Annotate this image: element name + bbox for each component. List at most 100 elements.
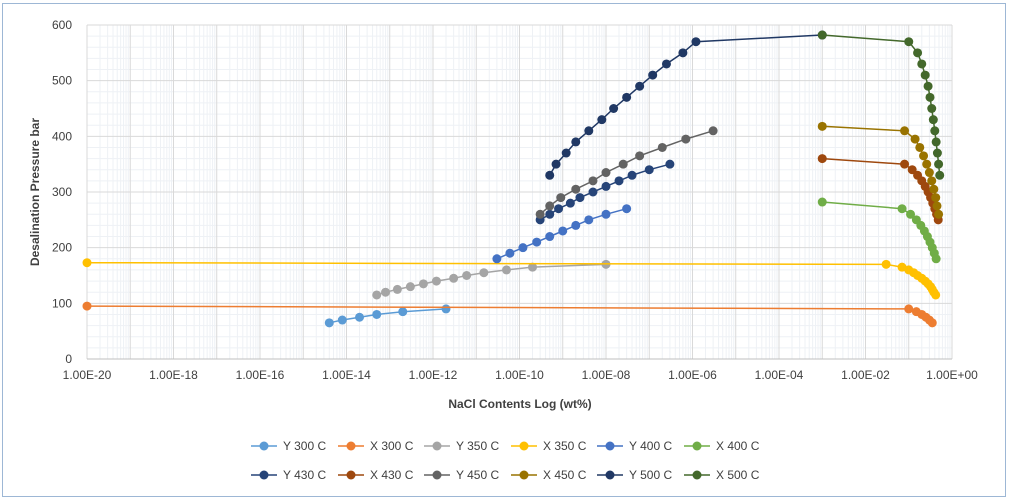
data-point: [545, 170, 555, 180]
series-x-300-c: [82, 301, 937, 328]
data-point: [588, 176, 598, 186]
data-point: [678, 48, 688, 58]
data-point: [935, 170, 945, 180]
data-point: [597, 115, 607, 125]
series-x-500-c: [817, 30, 945, 180]
legend-marker: [346, 470, 356, 480]
data-point: [648, 70, 658, 80]
data-point: [601, 181, 611, 191]
data-point: [381, 287, 391, 297]
data-point: [907, 165, 917, 175]
y-tick-label: 300: [52, 185, 72, 199]
legend: Y 300 C X 300 C Y 350 C X 350 C Y 400 C X 400…: [251, 439, 760, 482]
major-grid: [86, 24, 953, 359]
legend-item: X 500 C: [684, 468, 760, 482]
data-point: [398, 307, 408, 317]
data-point: [372, 290, 382, 300]
data-point: [681, 134, 691, 144]
data-point: [571, 220, 581, 230]
data-point: [462, 271, 472, 280]
series-line: [822, 157, 939, 221]
data-point: [449, 273, 459, 283]
legend-label: X 500 C: [716, 468, 760, 482]
data-point: [492, 254, 502, 264]
legend-label: X 430 C: [370, 468, 414, 482]
series-line: [496, 207, 627, 260]
series-x-450-c: [817, 121, 944, 219]
series-y-450-c: [535, 126, 718, 219]
data-point: [928, 115, 938, 125]
data-point: [919, 151, 929, 161]
data-point: [392, 284, 402, 294]
legend-marker: [605, 441, 615, 451]
data-point: [609, 104, 619, 113]
data-point: [910, 134, 920, 144]
data-point: [900, 126, 910, 136]
x-tick-label: 1.00E-02: [841, 368, 890, 382]
data-point: [930, 126, 940, 136]
series-layer: [82, 30, 945, 328]
data-point: [657, 142, 667, 152]
data-point: [554, 204, 564, 214]
data-point: [917, 59, 927, 69]
data-point: [708, 126, 718, 136]
legend-item: X 350 C: [511, 439, 587, 453]
series-y-430-c: [535, 159, 675, 225]
data-point: [372, 309, 382, 319]
legend-label: X 400 C: [716, 439, 760, 453]
x-tick-label: 1.00E-16: [236, 368, 285, 382]
data-point: [691, 37, 701, 47]
data-point: [906, 209, 916, 219]
legend-label: X 450 C: [543, 468, 587, 482]
data-point: [913, 48, 923, 58]
data-point: [817, 30, 827, 40]
series-x-350-c: [82, 258, 941, 300]
legend-marker: [605, 470, 615, 480]
data-point: [932, 201, 942, 211]
legend-item: X 400 C: [684, 439, 760, 453]
x-axis-title: NaCl Contents Log (wt%): [448, 397, 591, 411]
data-point: [897, 204, 907, 214]
y-tick-label: 200: [52, 241, 72, 255]
data-point: [924, 168, 934, 178]
data-point: [441, 304, 451, 314]
tick-labels: 1.00E-20 1.00E-18 1.00E-16 1.00E-14 1.00E-12…: [52, 18, 978, 382]
data-point: [505, 248, 515, 258]
data-point: [575, 193, 585, 203]
legend-item: Y 450 C: [424, 468, 499, 482]
data-point: [82, 301, 92, 311]
data-point: [661, 59, 671, 69]
data-point: [551, 159, 561, 169]
data-point: [904, 304, 914, 314]
y-tick-label: 100: [52, 296, 72, 310]
data-point: [817, 154, 827, 164]
data-point: [571, 137, 581, 147]
data-point: [565, 198, 575, 208]
data-point: [618, 159, 628, 169]
legend-item: Y 430 C: [251, 468, 326, 482]
x-tick-label: 1.00E-08: [582, 368, 631, 382]
data-point: [614, 176, 624, 186]
legend-label: Y 300 C: [283, 439, 326, 453]
data-point: [588, 187, 598, 197]
data-point: [644, 165, 654, 175]
series-y-350-c: [372, 259, 611, 300]
legend-label: Y 400 C: [629, 439, 672, 453]
data-point: [558, 226, 568, 236]
legend-label: Y 350 C: [456, 439, 499, 453]
data-point: [601, 209, 611, 219]
x-tick-label: 1.00E-14: [322, 368, 371, 382]
data-point: [518, 243, 528, 253]
x-tick-label: 1.00E-06: [668, 368, 717, 382]
data-point: [545, 209, 555, 219]
legend-marker: [259, 470, 269, 480]
legend-item: X 430 C: [338, 468, 414, 482]
data-point: [545, 232, 555, 242]
legend-marker: [692, 441, 702, 451]
data-point: [931, 137, 941, 147]
data-point: [431, 276, 441, 286]
legend-item: Y 300 C: [251, 439, 326, 453]
data-point: [934, 159, 944, 169]
series-y-300-c: [324, 304, 451, 328]
legend-label: Y 430 C: [283, 468, 326, 482]
